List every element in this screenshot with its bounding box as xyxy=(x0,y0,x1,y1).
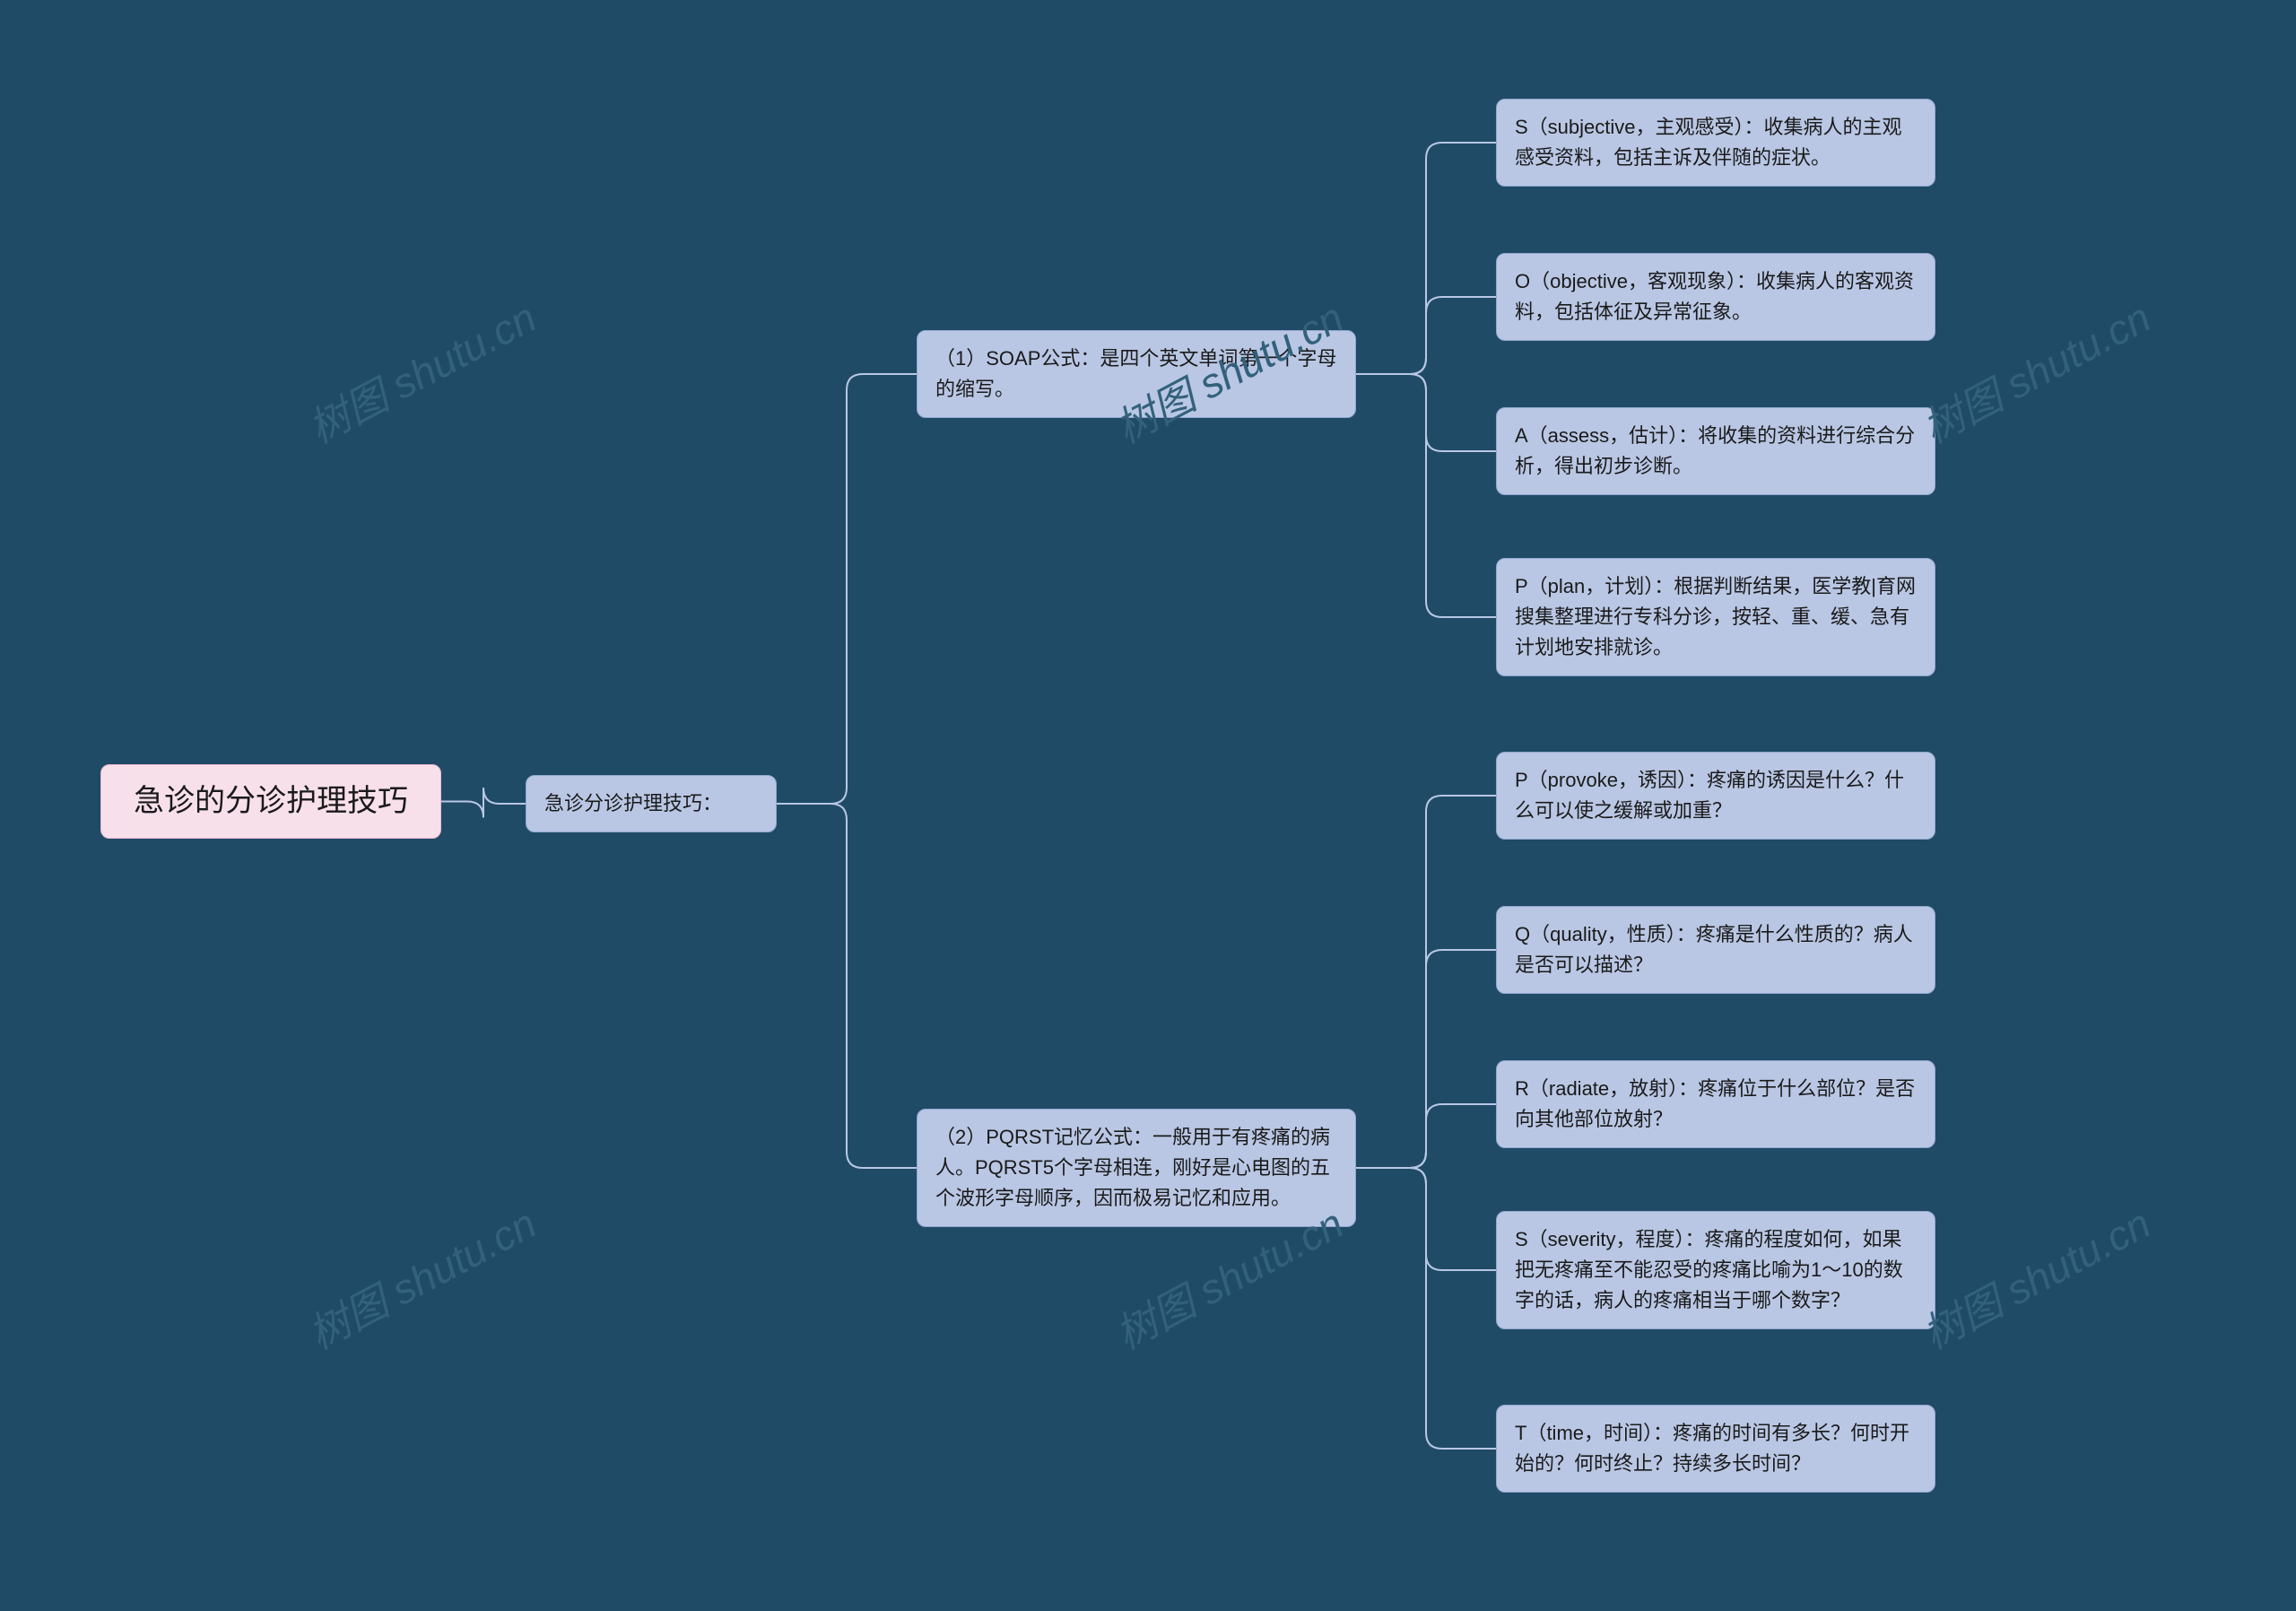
mindmap-node-root[interactable]: 急诊的分诊护理技巧 xyxy=(100,764,441,839)
connector xyxy=(777,374,917,804)
node-label: R（radiate，放射）：疼痛位于什么部位？是否向其他部位放射？ xyxy=(1515,1077,1915,1130)
connector xyxy=(1356,297,1496,374)
mindmap-node-r[interactable]: R（radiate，放射）：疼痛位于什么部位？是否向其他部位放射？ xyxy=(1496,1060,1935,1148)
node-label: 急诊的分诊护理技巧 xyxy=(134,784,408,818)
mindmap-node-o[interactable]: O（objective，客观现象）：收集病人的客观资料，包括体征及异常征象。 xyxy=(1496,253,1935,341)
connector xyxy=(1356,1168,1496,1449)
node-label: P（plan，计划）：根据判断结果，医学教|育网搜集整理进行专科分诊，按轻、重、… xyxy=(1515,575,1916,658)
connector xyxy=(1356,374,1496,617)
node-label: S（subjective，主观感受）：收集病人的主观感受资料，包括主诉及伴随的症… xyxy=(1515,116,1902,169)
mindmap-node-a[interactable]: A（assess，估计）：将收集的资料进行综合分析，得出初步诊断。 xyxy=(1496,407,1935,495)
node-label: （1）SOAP公式：是四个英文单词第一个字母的缩写。 xyxy=(935,347,1336,400)
mindmap-node-sv[interactable]: S（severity，程度）：疼痛的程度如何，如果把无疼痛至不能忍受的疼痛比喻为… xyxy=(1496,1211,1935,1329)
node-label: P（provoke，诱因）：疼痛的诱因是什么？什么可以使之缓解或加重？ xyxy=(1515,769,1904,822)
mindmap-node-l1[interactable]: 急诊分诊护理技巧： xyxy=(526,775,777,832)
node-label: Q（quality，性质）：疼痛是什么性质的？病人是否可以描述？ xyxy=(1515,923,1913,976)
mindmap-node-l2a[interactable]: （1）SOAP公式：是四个英文单词第一个字母的缩写。 xyxy=(917,330,1356,418)
mindmap-node-p2[interactable]: P（provoke，诱因）：疼痛的诱因是什么？什么可以使之缓解或加重？ xyxy=(1496,752,1935,840)
mindmap-node-l2b[interactable]: （2）PQRST记忆公式：一般用于有疼痛的病人。PQRST5个字母相连，刚好是心… xyxy=(917,1109,1356,1227)
connector xyxy=(777,804,917,1168)
connector xyxy=(441,788,526,818)
mindmap-node-t[interactable]: T（time，时间）：疼痛的时间有多长？何时开始的？何时终止？持续多长时间？ xyxy=(1496,1405,1935,1493)
mindmap-node-p1[interactable]: P（plan，计划）：根据判断结果，医学教|育网搜集整理进行专科分诊，按轻、重、… xyxy=(1496,558,1935,676)
mindmap-node-q[interactable]: Q（quality，性质）：疼痛是什么性质的？病人是否可以描述？ xyxy=(1496,906,1935,994)
node-label: 急诊分诊护理技巧： xyxy=(544,792,722,814)
node-label: S（severity，程度）：疼痛的程度如何，如果把无疼痛至不能忍受的疼痛比喻为… xyxy=(1515,1228,1903,1311)
node-label: T（time，时间）：疼痛的时间有多长？何时开始的？何时终止？持续多长时间？ xyxy=(1515,1422,1909,1475)
node-label: O（objective，客观现象）：收集病人的客观资料，包括体征及异常征象。 xyxy=(1515,270,1914,323)
node-label: （2）PQRST记忆公式：一般用于有疼痛的病人。PQRST5个字母相连，刚好是心… xyxy=(935,1126,1330,1209)
connector xyxy=(1356,1104,1496,1168)
node-label: A（assess，估计）：将收集的资料进行综合分析，得出初步诊断。 xyxy=(1515,424,1915,477)
mindmap-node-s[interactable]: S（subjective，主观感受）：收集病人的主观感受资料，包括主诉及伴随的症… xyxy=(1496,99,1935,187)
